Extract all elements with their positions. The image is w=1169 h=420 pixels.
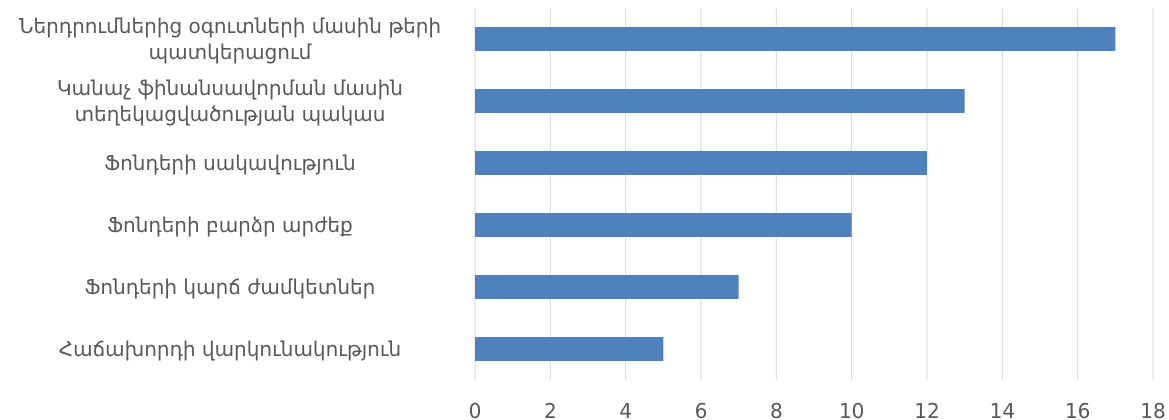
x-tick-label: 8 [770,399,783,420]
x-tick-label: 4 [619,399,632,420]
x-tick-label: 12 [914,399,939,420]
x-tick-label: 0 [469,399,482,420]
x-tick-label: 2 [544,399,557,420]
x-tick-label: 16 [1065,399,1090,420]
x-tick-label: 10 [839,399,864,420]
y-tick-label: Ֆոնդերի սակավություն [104,151,356,175]
x-tick-label: 6 [695,399,708,420]
x-tick-label: 14 [990,399,1015,420]
bar [475,151,927,175]
y-tick-label: Ներդրումներից օգուտների մասին թերի պատկե… [18,14,442,64]
y-tick-label: Ֆոնդերի կարճ ժամկետներ [84,275,376,299]
bar [475,27,1116,51]
bar [475,89,965,113]
bar [475,275,739,299]
x-tick-label: 18 [1140,399,1165,420]
y-tick-label: Կանաչ ֆինանսավորման մասին տեղեկացվածությ… [57,76,403,126]
y-tick-label: Ֆոնդերի բարձր արժեք [107,213,353,237]
bar [475,337,664,361]
bar [475,213,852,237]
y-tick-label: Հաճախորդի վարկունակություն [58,337,402,361]
